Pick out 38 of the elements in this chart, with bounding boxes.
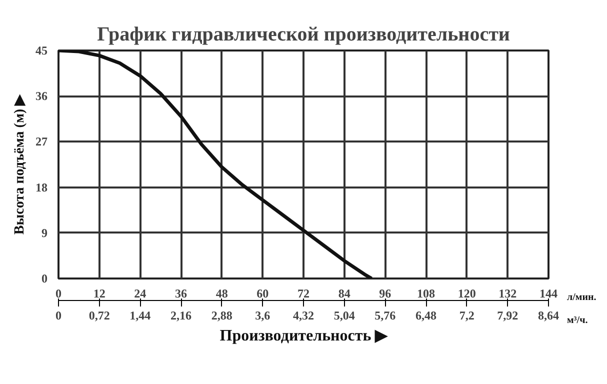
x-tick-label: 24 [134, 286, 146, 300]
x-tick-label: 96 [379, 286, 392, 300]
x-tick-label: 84 [338, 286, 350, 300]
line-series [58, 50, 374, 278]
y-tick-label: 0 [42, 272, 48, 286]
x-tick-label: 48 [216, 286, 228, 300]
x-tick-label: 108 [417, 286, 435, 300]
y-tick-label: 18 [36, 180, 48, 194]
chart-title: График гидравлической производительности [97, 24, 510, 46]
x-tick-label: 72 [298, 286, 310, 300]
x2-tick-label: 0 [56, 308, 62, 322]
x2-tick-label: 7,92 [497, 308, 518, 322]
y-tick-label: 9 [42, 226, 48, 240]
text: м³/ч. [567, 314, 588, 328]
x2-tick-label: 5,76 [374, 308, 396, 322]
x2-tick-label: 1,44 [130, 308, 151, 322]
x2-tick-label: 2,16 [170, 308, 192, 322]
x2-tick-label: 4,32 [293, 308, 314, 322]
x-tick-label: 0 [56, 286, 62, 300]
x-tick-label: 36 [175, 286, 187, 300]
x2-tick-label: 7,2 [459, 308, 474, 322]
x2-tick-label: 0,72 [88, 308, 110, 322]
y-tick-label: 36 [36, 89, 48, 104]
x2-tick-label: 3,6 [255, 308, 270, 322]
text: л/мин. [567, 291, 596, 305]
y-tick-label: 45 [36, 44, 48, 58]
y-tick-label: 27 [36, 134, 48, 149]
x2-tick-label: 2,88 [211, 308, 232, 322]
y-axis-title: Высота подъёма (м) ▶ [12, 93, 28, 235]
x-tick-label: 12 [93, 286, 106, 300]
x-tick-label: 120 [458, 286, 476, 300]
x2-tick-label: 5,04 [334, 308, 355, 322]
x-axis-title: Производительность ▶ [220, 328, 388, 344]
x-tick-label: 132 [498, 286, 517, 300]
x2-tick-label: 6,48 [416, 308, 436, 322]
x-tick-label: 144 [540, 286, 558, 300]
x-tick-label: 60 [256, 286, 269, 300]
x2-tick-label: 8,64 [538, 308, 559, 322]
